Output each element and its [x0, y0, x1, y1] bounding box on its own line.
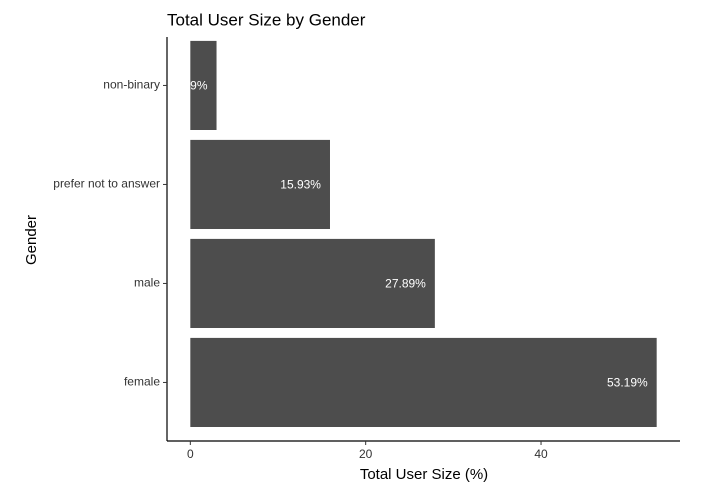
value-label: 27.89% [385, 277, 426, 291]
bar [190, 238, 435, 328]
y-tick-label: male [134, 276, 160, 290]
y-tick-label: female [124, 375, 160, 389]
value-label: 15.93% [280, 178, 321, 192]
bar [190, 139, 330, 229]
value-label: 2.99% [174, 79, 208, 93]
y-tick-label: prefer not to answer [53, 177, 160, 191]
y-tick-label: non-binary [103, 78, 160, 92]
bar [190, 337, 657, 427]
value-label: 53.19% [607, 376, 648, 390]
bar [190, 40, 217, 130]
chart-title: Total User Size by Gender [167, 10, 366, 29]
x-tick-label: 0 [187, 447, 194, 461]
x-axis-title: Total User Size (%) [360, 466, 488, 483]
x-tick-label: 40 [534, 447, 548, 461]
x-tick-label: 20 [359, 447, 373, 461]
y-axis-title: Gender [23, 215, 40, 265]
